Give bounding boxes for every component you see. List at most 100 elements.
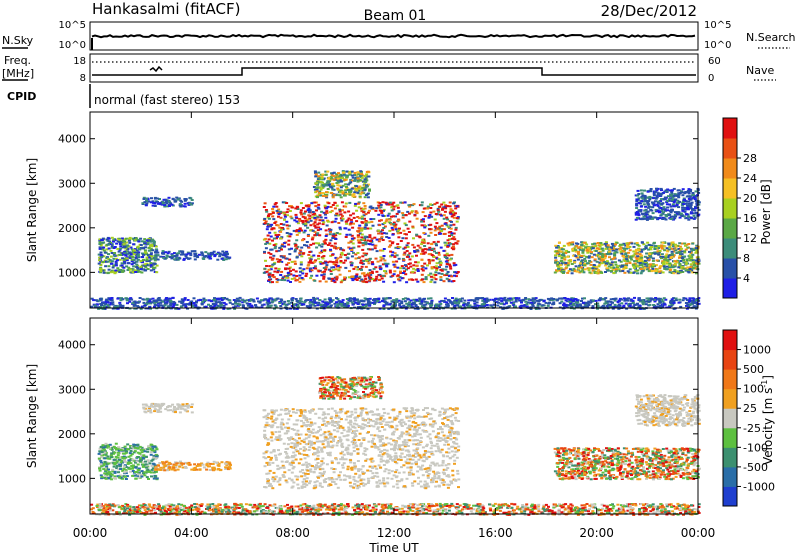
heatmap-cell: [668, 304, 672, 307]
heatmap-cell: [323, 298, 327, 301]
heatmap-cell: [306, 218, 310, 221]
heatmap-cell: [563, 256, 567, 259]
heatmap-cell: [634, 269, 638, 272]
heatmap-cell: [397, 229, 401, 232]
heatmap-cell: [633, 252, 637, 255]
heatmap-cell: [359, 170, 363, 173]
heatmap-cell: [654, 272, 658, 275]
heatmap-cell: [356, 186, 360, 189]
heatmap-cell: [329, 277, 333, 280]
heatmap-cell: [690, 201, 694, 204]
heatmap-cell: [550, 297, 554, 300]
heatmap-cell: [597, 257, 601, 260]
heatmap-cell: [643, 248, 647, 250]
heatmap-cell: [110, 236, 114, 239]
heatmap-cell: [433, 203, 437, 206]
heatmap-cell: [615, 241, 619, 244]
heatmap-cell: [295, 275, 299, 277]
heatmap-cell: [288, 253, 292, 256]
heatmap-cell: [598, 261, 602, 264]
heatmap-cell: [300, 213, 304, 216]
heatmap-cell: [653, 248, 657, 250]
heatmap-cell: [503, 299, 507, 302]
heatmap-cell: [175, 196, 179, 199]
heatmap-cell: [430, 302, 434, 305]
heatmap-cell: [560, 262, 564, 265]
heatmap-cell: [414, 210, 418, 213]
heatmap-cell: [388, 218, 392, 221]
heatmap-cell: [326, 180, 330, 183]
heatmap-cell: [660, 192, 664, 195]
heatmap-cell: [182, 257, 186, 260]
heatmap-cell: [296, 305, 300, 307]
heatmap-cell: [393, 265, 397, 268]
heatmap-cell: [389, 223, 393, 226]
heatmap-cell: [430, 304, 434, 307]
heatmap-cell: [347, 172, 351, 175]
heatmap-cell: [118, 241, 122, 244]
heatmap-cell: [153, 305, 156, 308]
heatmap-cell: [179, 305, 183, 308]
heatmap-cell: [363, 227, 367, 230]
heatmap-cell: [321, 262, 325, 265]
heatmap-cell: [334, 234, 338, 237]
heatmap-cell: [591, 247, 595, 250]
heatmap-cell: [582, 248, 585, 251]
heatmap-cell: [224, 303, 228, 306]
heatmap-cell: [435, 262, 439, 265]
heatmap-cell: [300, 277, 304, 279]
heatmap-cell: [617, 299, 621, 302]
heatmap-cell: [430, 215, 434, 218]
heatmap-cell: [263, 250, 266, 253]
heatmap-cell: [101, 307, 105, 310]
heatmap-cell: [107, 247, 111, 250]
heatmap-cell: [555, 269, 559, 272]
heatmap-cell: [331, 299, 335, 302]
heatmap-cell: [286, 272, 290, 274]
heatmap-cell: [149, 264, 153, 267]
heatmap-cell: [285, 224, 289, 227]
heatmap-cell: [353, 275, 357, 278]
heatmap-cell: [647, 248, 651, 251]
heatmap-cell: [301, 239, 304, 242]
heatmap-cell: [670, 247, 674, 250]
heatmap-cell: [350, 262, 354, 265]
heatmap-cell: [391, 228, 395, 231]
heatmap-cell: [109, 255, 113, 258]
heatmap-cell: [562, 302, 566, 305]
heatmap-cell: [361, 248, 365, 251]
heatmap-cell: [368, 189, 371, 192]
heatmap-cell: [420, 258, 424, 261]
heatmap-cell: [331, 188, 335, 191]
heatmap-cell: [570, 269, 574, 272]
heatmap-cell: [383, 262, 387, 265]
heatmap-cell: [312, 254, 316, 257]
heatmap-cell: [422, 252, 426, 255]
heatmap-cell: [316, 229, 320, 232]
heatmap-cell: [524, 297, 528, 299]
heatmap-cell: [639, 268, 643, 270]
heatmap-cell: [265, 228, 269, 231]
heatmap-cell: [166, 252, 170, 255]
heatmap-cell: [368, 236, 372, 239]
heatmap-cell: [328, 260, 332, 263]
heatmap-cell: [320, 245, 324, 248]
heatmap-cell: [339, 186, 343, 189]
heatmap-cell: [564, 299, 568, 302]
heatmap-cell: [688, 254, 692, 257]
heatmap-cell: [433, 218, 437, 221]
heatmap-cell: [209, 300, 213, 303]
heatmap-cell: [423, 215, 427, 218]
heatmap-cell: [402, 247, 406, 250]
heatmap-cell: [510, 298, 514, 301]
nave-label: Nave: [746, 64, 774, 77]
heatmap-cell: [646, 241, 650, 244]
heatmap-cell: [377, 213, 381, 216]
heatmap-cell: [656, 209, 660, 212]
heatmap-cell: [382, 248, 386, 250]
heatmap-cell: [165, 301, 169, 304]
heatmap-cell: [688, 195, 692, 198]
heatmap-cell: [587, 256, 591, 259]
heatmap-cell: [196, 256, 200, 259]
heatmap-cell: [443, 256, 447, 258]
